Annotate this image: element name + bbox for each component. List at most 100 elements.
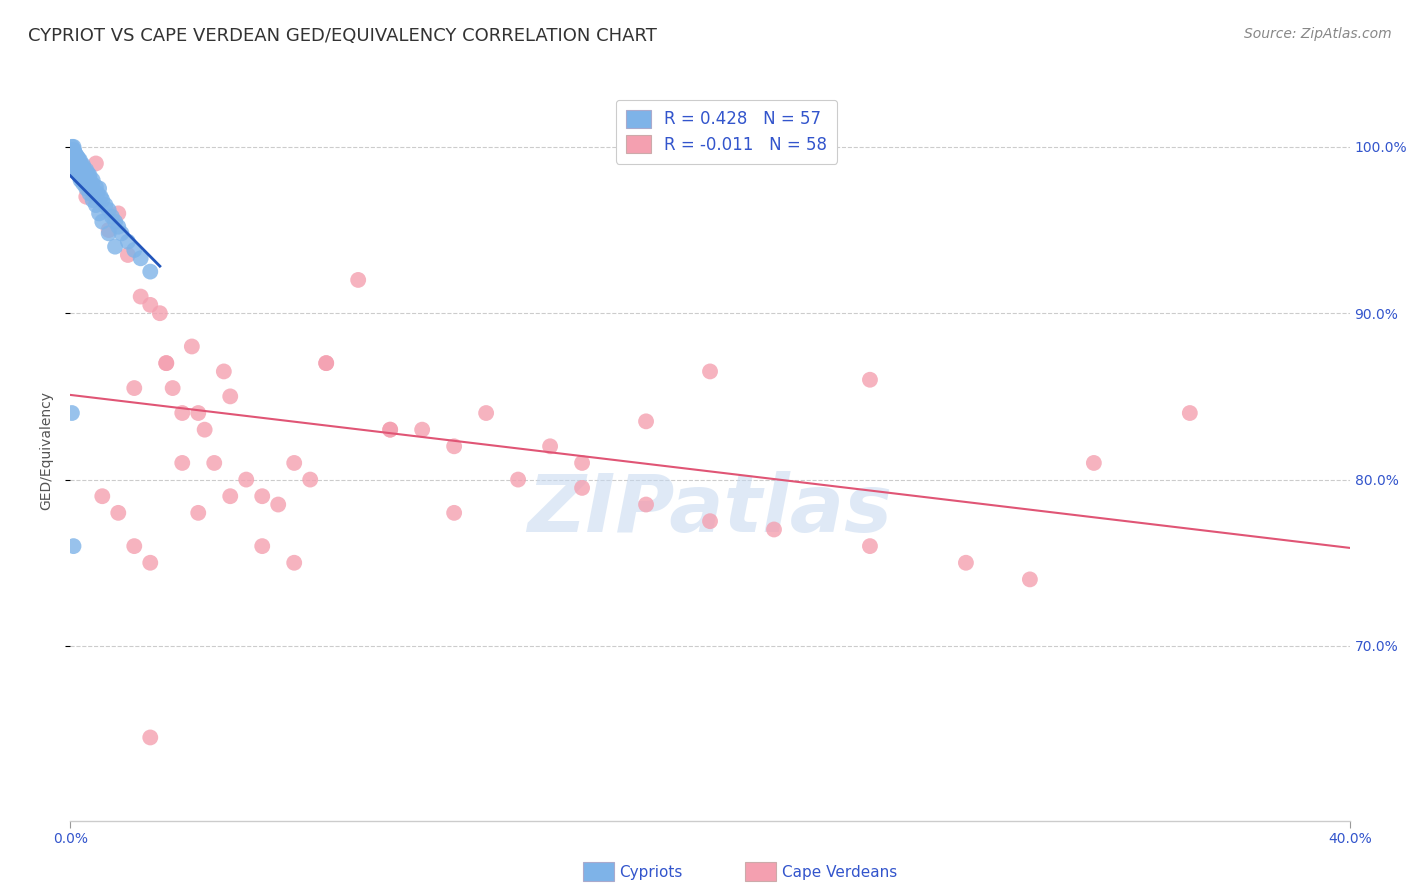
Point <box>72 160 94 174</box>
Point <box>219 389 242 403</box>
Point <box>117 248 139 262</box>
Point <box>124 243 146 257</box>
Point <box>60 143 83 157</box>
Point <box>75 181 97 195</box>
Point <box>60 406 83 420</box>
Point <box>283 556 305 570</box>
Point <box>67 152 90 166</box>
Point <box>315 356 337 370</box>
Point <box>139 731 162 745</box>
Point <box>139 264 162 278</box>
Point <box>571 456 593 470</box>
Text: Source: ZipAtlas.com: Source: ZipAtlas.com <box>1244 27 1392 41</box>
Point <box>82 173 104 187</box>
Point <box>62 539 84 553</box>
Point <box>63 160 86 174</box>
Point <box>62 145 84 159</box>
Point <box>91 193 114 207</box>
Point <box>699 514 721 528</box>
Point <box>107 206 129 220</box>
Point <box>506 473 529 487</box>
Point <box>97 227 120 241</box>
Point <box>1018 573 1040 587</box>
Point <box>104 215 127 229</box>
Point <box>162 381 184 395</box>
Point <box>82 193 104 207</box>
Point <box>155 356 177 370</box>
Point <box>315 356 337 370</box>
Point <box>75 165 97 179</box>
Point <box>107 219 129 234</box>
Point <box>212 364 235 378</box>
Point <box>699 364 721 378</box>
Point <box>90 190 112 204</box>
Point <box>69 169 91 184</box>
Point <box>69 153 91 168</box>
Point <box>79 168 101 182</box>
Point <box>1178 406 1201 420</box>
Point <box>219 489 242 503</box>
Y-axis label: GED/Equivalency: GED/Equivalency <box>39 391 53 510</box>
Point <box>250 489 273 503</box>
Point <box>75 190 97 204</box>
Point <box>77 166 100 180</box>
Point <box>443 439 465 453</box>
Point <box>104 240 127 254</box>
Point <box>91 489 114 503</box>
Point <box>97 223 120 237</box>
Point <box>84 179 107 194</box>
Point <box>172 456 194 470</box>
Point <box>347 273 370 287</box>
Point <box>124 381 146 395</box>
Point <box>571 481 593 495</box>
Point <box>155 356 177 370</box>
Point <box>634 498 657 512</box>
Point <box>110 227 132 241</box>
Point <box>97 202 120 217</box>
Point <box>538 439 561 453</box>
Point <box>475 406 498 420</box>
Point <box>762 523 785 537</box>
Point <box>187 506 209 520</box>
Point <box>235 473 257 487</box>
Point <box>267 498 290 512</box>
Point <box>84 156 107 170</box>
Point <box>63 143 86 157</box>
Point <box>1083 456 1105 470</box>
Point <box>63 156 86 170</box>
Point <box>139 556 162 570</box>
Point <box>87 206 110 220</box>
Point <box>955 556 977 570</box>
Point <box>194 423 217 437</box>
Point <box>411 423 433 437</box>
Point <box>443 506 465 520</box>
Point <box>101 210 124 224</box>
Point <box>187 406 209 420</box>
Point <box>75 163 97 178</box>
Point <box>180 339 202 353</box>
Point <box>62 153 84 168</box>
Point <box>859 373 882 387</box>
Point <box>72 177 94 191</box>
Point <box>60 146 83 161</box>
Point <box>86 186 108 201</box>
Point <box>380 423 402 437</box>
Point <box>67 166 90 180</box>
Point <box>283 456 305 470</box>
Point <box>63 146 86 161</box>
Text: ZIPatlas: ZIPatlas <box>527 471 893 549</box>
Point <box>380 423 402 437</box>
Point <box>66 150 89 164</box>
Text: CYPRIOT VS CAPE VERDEAN GED/EQUIVALENCY CORRELATION CHART: CYPRIOT VS CAPE VERDEAN GED/EQUIVALENCY … <box>28 27 657 45</box>
Point <box>69 156 91 170</box>
Text: Cypriots: Cypriots <box>619 865 682 880</box>
Legend: R = 0.428   N = 57, R = -0.011   N = 58: R = 0.428 N = 57, R = -0.011 N = 58 <box>616 100 838 164</box>
Point <box>69 173 91 187</box>
Point <box>62 150 84 164</box>
Point <box>202 456 225 470</box>
Point <box>172 406 194 420</box>
Point <box>87 181 110 195</box>
Point <box>94 198 117 212</box>
Point <box>67 154 90 169</box>
Point <box>139 298 162 312</box>
